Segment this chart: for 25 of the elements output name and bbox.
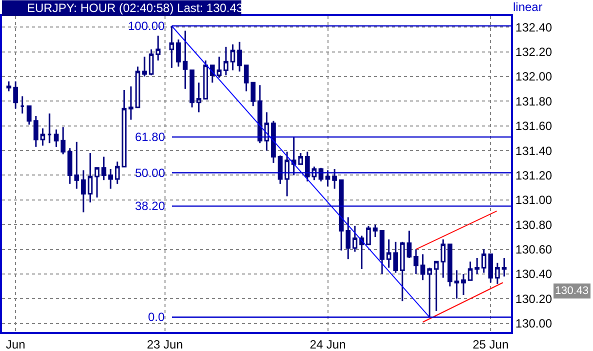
y-tick-label: 130.40: [515, 267, 552, 282]
y-tick-label: 132.20: [515, 45, 552, 59]
x-tick-label: 23 Jun: [146, 337, 183, 351]
x-tick-label: 24 Jun: [310, 337, 346, 351]
x-tick-label: 25 Jun: [472, 337, 509, 351]
y-tick-label: 131.80: [515, 94, 552, 108]
y-tick-label: 132.00: [515, 70, 552, 84]
y-tick-label: 132.40: [515, 20, 552, 34]
y-tick-label: 131.00: [515, 193, 552, 208]
y-tick-label: 130.80: [515, 218, 552, 232]
chart-title: EURJPY: HOUR (02:40:58) Last: 130.43: [27, 1, 244, 15]
annotation: 100.00: [128, 19, 166, 33]
y-tick-label: 130.00: [515, 316, 552, 331]
y-tick-label: 130.20: [515, 292, 552, 306]
annotation: 50.00: [135, 166, 166, 180]
y-tick-label: 130.60: [515, 242, 552, 256]
annotation: 38.20: [135, 199, 166, 213]
x-tick-label: Jun: [6, 337, 26, 351]
y-tick-label: 131.40: [515, 144, 552, 158]
y-tick-label: 131.20: [515, 168, 552, 182]
text: linear: [513, 0, 542, 14]
y-tick-label: 131.60: [515, 119, 552, 134]
annotation: 0.0: [148, 310, 166, 324]
annotation: 61.80: [135, 130, 166, 144]
text: 130.43: [555, 285, 589, 297]
